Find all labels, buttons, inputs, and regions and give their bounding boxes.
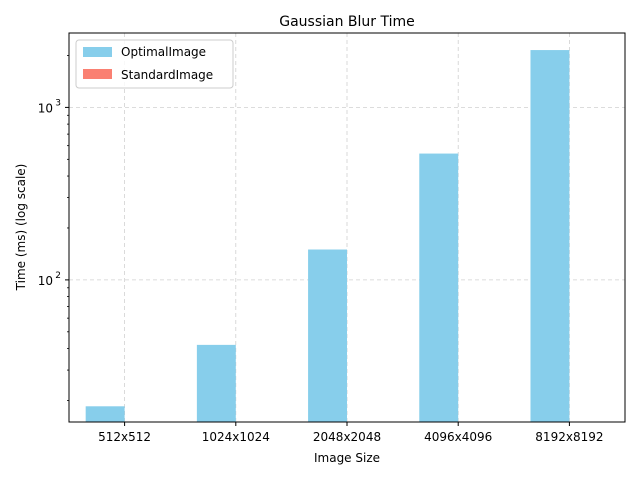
x-tick-label: 4096x4096 [424,430,492,444]
x-axis-label: Image Size [314,451,380,465]
y-tick-exponent: 2 [55,271,61,281]
y-tick-label: 10 [38,101,53,115]
bar-optimalimage [419,153,459,422]
x-axis: 512x512 1024x1024 2048x2048 4096x4096 8192x8… [98,422,603,444]
y-tick-exponent: 3 [55,98,61,108]
legend-swatch-standardimage [83,69,112,79]
x-tick-label: 2048x2048 [313,430,381,444]
chart-title: Gaussian Blur Time [279,14,415,30]
y-tick-label: 10 [38,274,53,288]
y-axis-label: Time (ms) (log scale) [14,164,28,292]
legend-box [75,39,234,89]
x-tick-label: 1024x1024 [202,430,270,444]
bar-optimalimage [308,249,347,422]
x-tick-label: 512x512 [98,430,151,444]
legend-swatch-optimalimage [83,47,112,57]
bar-optimalimage [530,50,570,422]
bar-optimalimage [85,406,125,422]
legend-label-optimalimage: OptimalImage [121,45,206,59]
x-tick-label: 8192x8192 [535,430,603,444]
bars [85,50,570,422]
legend-label-standardimage: StandardImage [121,68,213,82]
legend: OptimalImage StandardImage [75,39,234,89]
bar-optimalimage [196,344,236,422]
